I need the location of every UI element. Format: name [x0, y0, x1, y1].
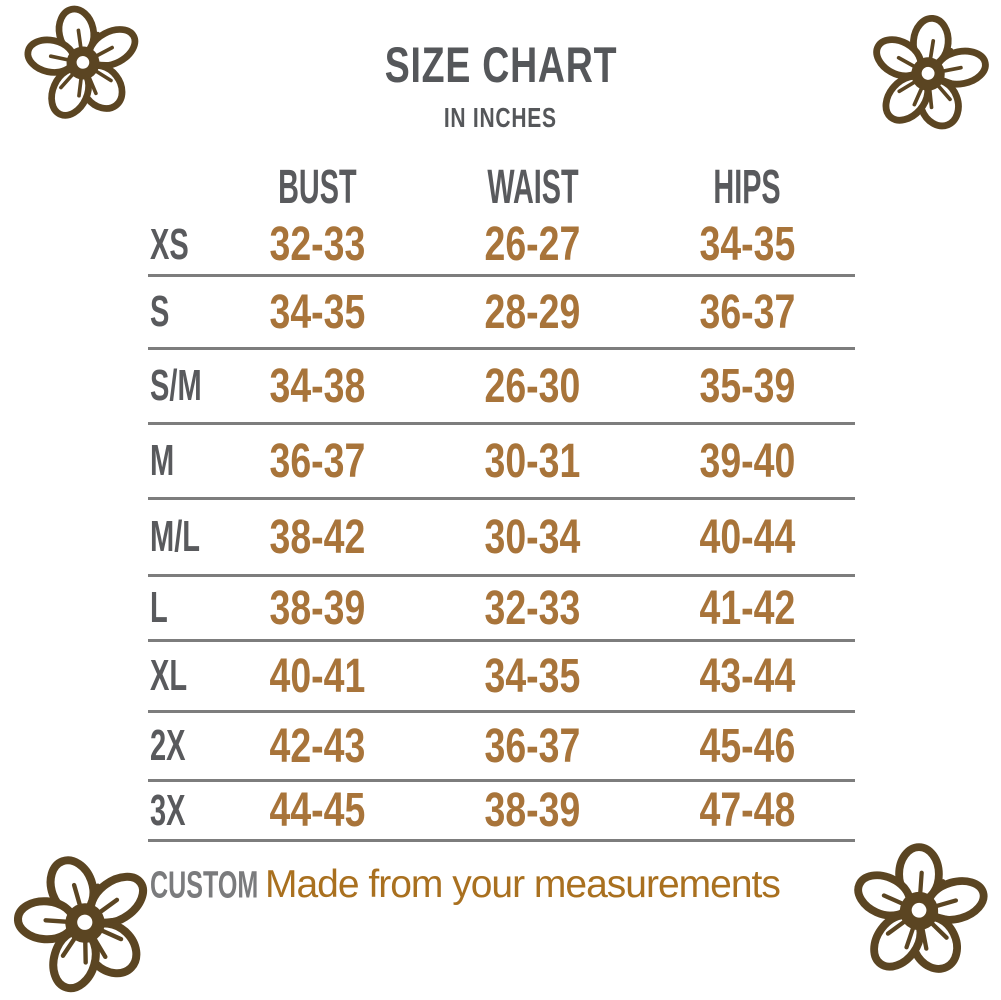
waist-value: 34-35 — [484, 649, 581, 703]
waist-value: 26-27 — [484, 218, 581, 271]
size-label: 2X — [150, 721, 186, 770]
size-label: 3X — [150, 785, 186, 835]
hips-value: 34-35 — [699, 218, 796, 271]
bust-value: 36-37 — [269, 434, 366, 488]
custom-label: CUSTOM — [150, 864, 259, 907]
header-row: BUST WAIST HIPS — [148, 160, 855, 215]
hips-value: 45-46 — [699, 719, 796, 773]
size-label: L — [150, 583, 168, 632]
table-row-3x: 3X 44-45 38-39 47-48 — [148, 782, 855, 842]
table-row-xs: XS 32-33 26-27 34-35 — [148, 215, 855, 277]
size-label: M — [150, 436, 175, 485]
bust-value: 38-39 — [269, 581, 366, 635]
size-chart-table: BUST WAIST HIPS XS 32-33 26-27 34-35 S 3… — [148, 160, 855, 930]
hips-value: 36-37 — [699, 285, 796, 339]
page-subtitle: IN INCHES — [0, 102, 1001, 134]
waist-value: 38-39 — [484, 784, 581, 837]
waist-value: 30-34 — [484, 510, 581, 564]
table-row-s: S 34-35 28-29 36-37 — [148, 277, 855, 350]
bust-value: 32-33 — [269, 218, 366, 271]
bust-value: 40-41 — [269, 649, 366, 703]
flower-icon — [843, 835, 995, 987]
waist-value: 28-29 — [484, 285, 581, 339]
hips-value: 35-39 — [699, 359, 796, 413]
size-label: S — [150, 287, 170, 336]
hips-value: 39-40 — [699, 434, 796, 488]
bust-value: 34-35 — [269, 285, 366, 339]
hips-value: 40-44 — [699, 510, 796, 564]
table-row-xl: XL 40-41 34-35 43-44 — [148, 642, 855, 713]
page-title-text: SIZE CHART — [384, 37, 617, 93]
bust-value: 44-45 — [269, 784, 366, 837]
waist-value: 36-37 — [484, 719, 581, 773]
size-label: XL — [150, 651, 188, 700]
hips-value: 41-42 — [699, 581, 796, 635]
bust-value: 38-42 — [269, 510, 366, 564]
bust-value: 42-43 — [269, 719, 366, 773]
hips-value: 47-48 — [699, 784, 796, 837]
table-row-ml: M/L 38-42 30-34 40-44 — [148, 500, 855, 577]
waist-value: 32-33 — [484, 581, 581, 635]
waist-value: 30-31 — [484, 434, 581, 488]
size-label: XS — [150, 219, 189, 269]
table-row-sm: S/M 34-38 26-30 35-39 — [148, 350, 855, 425]
bust-value: 34-38 — [269, 359, 366, 413]
column-header-bust: BUST — [278, 161, 357, 214]
table-row-2x: 2X 42-43 36-37 45-46 — [148, 713, 855, 782]
waist-value: 26-30 — [484, 359, 581, 413]
table-row-l: L 38-39 32-33 41-42 — [148, 577, 855, 642]
custom-size-row: CUSTOM Made from your measurements — [148, 842, 855, 930]
title-block: SIZE CHART IN INCHES — [0, 36, 1001, 134]
column-header-hips: HIPS — [713, 161, 782, 214]
table-row-m: M 36-37 30-31 39-40 — [148, 425, 855, 500]
column-header-waist: WAIST — [486, 161, 579, 214]
page-title: SIZE CHART — [0, 36, 1001, 94]
hips-value: 43-44 — [699, 649, 796, 703]
size-label: M/L — [150, 512, 201, 561]
page-subtitle-text: IN INCHES — [444, 102, 557, 133]
size-label: S/M — [150, 361, 202, 410]
custom-description: Made from your measurements — [265, 863, 781, 907]
